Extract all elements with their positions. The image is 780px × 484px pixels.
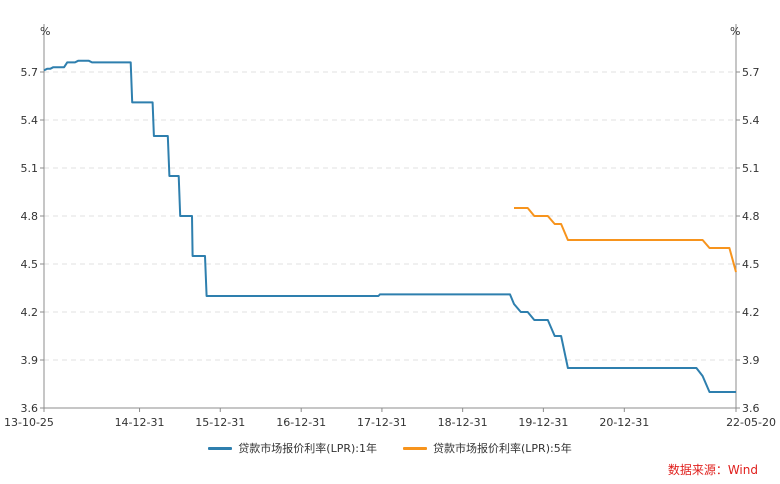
y-tick-label-right: 3.9 bbox=[742, 354, 760, 367]
series-lines bbox=[43, 59, 737, 393]
y-tick-label-left: 5.4 bbox=[21, 114, 39, 127]
right-unit-label: % bbox=[730, 25, 740, 38]
legend-swatch-series-1 bbox=[208, 446, 233, 450]
legend-label-series-1: 贷款市场报价利率(LPR):1年 bbox=[238, 442, 377, 455]
x-tick-labels: 13-10-25 14-12-31 15-12-31 16-12-31 17-12-31… bbox=[4, 416, 776, 429]
y-tick-label-right: 5.4 bbox=[742, 114, 760, 127]
y-tick-label-left: 5.7 bbox=[21, 66, 39, 79]
y-tick-labels-left: 3.6 3.9 4.2 4.5 4.8 5.1 5.4 5.7 bbox=[21, 66, 39, 415]
y-tick-label-right: 3.6 bbox=[742, 402, 760, 415]
x-tick-label: 17-12-31 bbox=[357, 416, 407, 429]
y-tick-label-left: 4.8 bbox=[21, 210, 39, 223]
series-line-1 bbox=[43, 59, 736, 393]
legend-swatch-series-2 bbox=[403, 446, 427, 450]
y-tick-label-left: 3.6 bbox=[21, 402, 39, 415]
y-tick-label-right: 5.7 bbox=[742, 66, 760, 79]
y-tick-label-left: 5.1 bbox=[21, 162, 39, 175]
y-tick-label-right: 4.8 bbox=[742, 210, 760, 223]
legend-label-series-2: 贷款市场报价利率(LPR):5年 bbox=[433, 442, 572, 455]
series-line-2 bbox=[514, 207, 737, 273]
legend-item-series-1[interactable]: 贷款市场报价利率(LPR):1年 bbox=[208, 440, 377, 456]
y-tick-label-left: 4.5 bbox=[21, 258, 39, 271]
x-tick-label: 18-12-31 bbox=[438, 416, 488, 429]
legend-item-series-2[interactable]: 贷款市场报价利率(LPR):5年 bbox=[403, 440, 572, 456]
y-tick-label-right: 4.5 bbox=[742, 258, 760, 271]
x-tick-label: 19-12-31 bbox=[518, 416, 568, 429]
x-tick-label: 20-12-31 bbox=[599, 416, 649, 429]
y-tick-label-right: 5.1 bbox=[742, 162, 760, 175]
y-tick-labels-right: 3.6 3.9 4.2 4.5 4.8 5.1 5.4 5.7 bbox=[742, 66, 760, 415]
axes bbox=[40, 24, 740, 412]
left-unit-label: % bbox=[40, 25, 50, 38]
legend: 贷款市场报价利率(LPR):1年 贷款市场报价利率(LPR):5年 bbox=[0, 440, 780, 456]
x-tick-label: 16-12-31 bbox=[276, 416, 326, 429]
line-chart: % % 3.6 3.9 4.2 4.5 4.8 5.1 5.4 5.7 3.6 3.9 4.2 4.… bbox=[4, 24, 776, 429]
data-source-note: 数据来源：Wind bbox=[667, 463, 758, 477]
y-tick-label-left: 4.2 bbox=[21, 306, 39, 319]
x-tick-label: 13-10-25 bbox=[4, 416, 54, 429]
y-tick-label-left: 3.9 bbox=[21, 354, 39, 367]
grid-lines bbox=[44, 71, 736, 361]
x-tick-label: 14-12-31 bbox=[115, 416, 165, 429]
y-tick-label-right: 4.2 bbox=[742, 306, 760, 319]
x-tick-label: 15-12-31 bbox=[195, 416, 245, 429]
x-tick-label: 22-05-20 bbox=[726, 416, 776, 429]
